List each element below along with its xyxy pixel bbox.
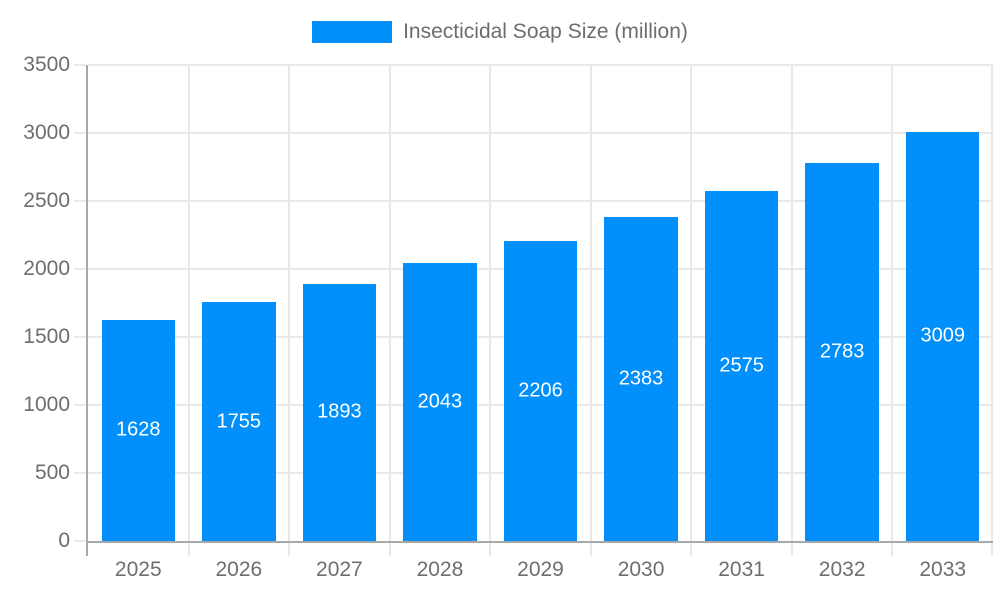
plot-area: 0 500 1000 1500 2000 2500 3000 3500 1628 2025 1755… [23, 53, 993, 581]
v-gridline [489, 65, 492, 541]
x-axis-label: 2025 [114, 558, 162, 581]
y-axis-label: 1000 [23, 393, 70, 416]
bar-value-label: 2043 [417, 390, 463, 413]
x-axis-tick [790, 543, 793, 556]
v-gridline [991, 65, 993, 541]
bar[interactable]: 2206 [503, 240, 578, 541]
y-axis-label: 500 [34, 461, 70, 484]
x-axis-label: 2033 [919, 558, 967, 581]
y-axis-tick [74, 268, 86, 270]
bar[interactable]: 1755 [202, 302, 276, 541]
x-axis-label: 2028 [416, 558, 464, 581]
bar-value-label: 2783 [819, 340, 865, 363]
bar[interactable]: 1893 [302, 283, 377, 541]
y-axis-label: 0 [58, 529, 70, 552]
bar-value-label: 2575 [719, 354, 764, 377]
bar-value-label: 1628 [116, 418, 161, 441]
bar[interactable]: 1628 [101, 319, 175, 541]
x-axis-tick [891, 543, 894, 556]
y-axis-label: 3000 [23, 121, 70, 144]
legend-swatch [312, 21, 393, 43]
y-axis-label: 2000 [23, 257, 70, 280]
y-axis-line [86, 65, 88, 556]
bar[interactable]: 2575 [704, 190, 779, 541]
bar-value-label: 1893 [317, 400, 362, 423]
bar-value-label: 2206 [518, 379, 563, 402]
x-axis-tick [288, 543, 291, 556]
y-axis-tick [74, 64, 86, 66]
y-axis-label: 1500 [23, 325, 70, 348]
bar[interactable]: 2043 [403, 263, 477, 541]
v-gridline [589, 65, 592, 541]
v-gridline [288, 65, 291, 541]
x-axis-label: 2029 [517, 558, 564, 581]
bar[interactable]: 2783 [805, 162, 879, 541]
v-gridline [388, 65, 391, 541]
v-gridline [187, 65, 190, 541]
y-axis-tick [74, 200, 86, 202]
bar[interactable]: 2383 [604, 216, 678, 541]
chart-legend[interactable]: Insecticidal Soap Size (million) [0, 19, 1000, 45]
y-axis-tick [74, 404, 86, 406]
x-axis-label: 2032 [818, 558, 866, 581]
x-axis-label: 2027 [316, 558, 363, 581]
v-gridline [790, 65, 793, 541]
h-gridline [88, 132, 993, 134]
x-axis-tick [388, 543, 391, 556]
legend-label: Insecticidal Soap Size (million) [403, 20, 688, 43]
x-axis-tick [991, 543, 993, 556]
x-axis-label: 2031 [718, 558, 765, 581]
x-axis-tick [589, 543, 592, 556]
v-gridline [891, 65, 894, 541]
x-axis-tick [489, 543, 492, 556]
h-gridline [88, 64, 993, 66]
h-gridline [88, 200, 993, 202]
y-axis-tick [74, 132, 86, 134]
y-axis-tick [74, 336, 86, 338]
y-axis-tick [74, 472, 86, 474]
y-axis-label: 3500 [23, 53, 70, 76]
bar[interactable]: 3009 [906, 131, 980, 541]
y-axis-label: 2500 [23, 189, 70, 212]
y-axis-tick [74, 540, 86, 542]
x-axis-tick [187, 543, 190, 556]
x-axis-label: 2026 [215, 558, 263, 581]
bar-value-label: 1755 [216, 410, 262, 433]
x-axis-line [86, 541, 993, 543]
x-axis-tick [690, 543, 693, 556]
bar-value-label: 3009 [920, 324, 965, 347]
v-gridline [690, 65, 693, 541]
bar-value-label: 2383 [618, 367, 664, 390]
x-axis-label: 2030 [617, 558, 665, 581]
